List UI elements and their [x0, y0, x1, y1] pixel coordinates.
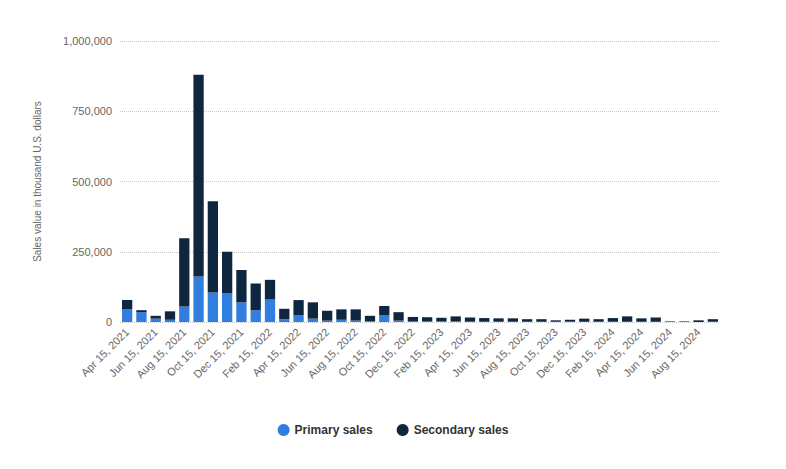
svg-text:Feb 15, 2024: Feb 15, 2024 — [562, 325, 618, 380]
svg-text:Jun 15, 2022: Jun 15, 2022 — [278, 325, 332, 380]
svg-text:Jun 15, 2021: Jun 15, 2021 — [106, 325, 160, 380]
svg-text:Feb 15, 2022: Feb 15, 2022 — [220, 325, 275, 380]
svg-text:Sales value in thousand U.S. d: Sales value in thousand U.S. dollars — [32, 101, 43, 262]
svg-text:Apr 15, 2021: Apr 15, 2021 — [78, 325, 132, 379]
svg-text:Dec 15, 2022: Dec 15, 2022 — [362, 325, 418, 381]
svg-text:Aug 15, 2024: Aug 15, 2024 — [648, 326, 703, 381]
svg-text:Aug 15, 2021: Aug 15, 2021 — [133, 325, 189, 381]
svg-text:Dec 15, 2023: Dec 15, 2023 — [533, 325, 589, 381]
svg-text:Apr 15, 2024: Apr 15, 2024 — [592, 325, 646, 379]
svg-text:250,000: 250,000 — [72, 246, 112, 258]
svg-text:Apr 15, 2023: Apr 15, 2023 — [421, 325, 475, 379]
svg-text:Feb 15, 2023: Feb 15, 2023 — [391, 325, 446, 380]
svg-text:Apr 15, 2022: Apr 15, 2022 — [249, 325, 303, 379]
svg-text:Aug 15, 2022: Aug 15, 2022 — [305, 325, 360, 381]
svg-text:Dec 15, 2021: Dec 15, 2021 — [191, 325, 246, 381]
svg-text:Jun 15, 2023: Jun 15, 2023 — [449, 325, 503, 380]
svg-text:0: 0 — [106, 316, 112, 328]
svg-text:750,000: 750,000 — [72, 105, 112, 117]
svg-text:Oct 15, 2022: Oct 15, 2022 — [335, 325, 389, 379]
svg-text:Oct 15, 2021: Oct 15, 2021 — [164, 325, 218, 379]
svg-text:Secondary sales: Secondary sales — [414, 423, 509, 437]
svg-text:500,000: 500,000 — [72, 176, 112, 188]
svg-text:Primary sales: Primary sales — [295, 423, 373, 437]
svg-text:Jun 15, 2024: Jun 15, 2024 — [620, 325, 675, 380]
svg-text:1,000,000: 1,000,000 — [63, 35, 112, 47]
svg-text:Oct 15, 2023: Oct 15, 2023 — [507, 325, 560, 379]
svg-text:Aug 15, 2023: Aug 15, 2023 — [476, 325, 532, 381]
